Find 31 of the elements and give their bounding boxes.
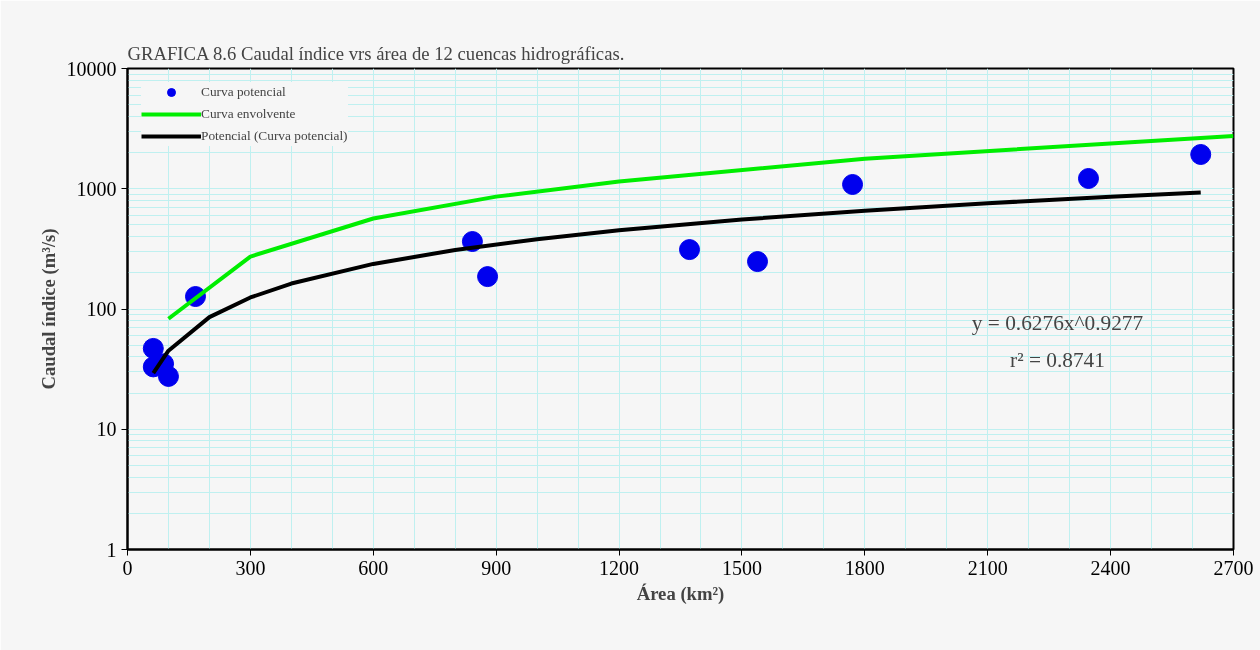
point [747, 251, 769, 273]
legend-label: Potencial (Curva potencial) [201, 128, 348, 144]
point [477, 266, 499, 288]
x-tick-label: 900 [481, 556, 512, 579]
x-axis-title: Área (km²) [636, 582, 725, 605]
x-tick-label: 2100 [967, 556, 1008, 579]
chart-title: GRAFICA 8.6 Caudal índice vrs área de 12 cuencas hidrográficas. [127, 42, 625, 64]
point [1190, 144, 1212, 165]
y-tick-label: 10000 [66, 57, 117, 80]
point [842, 174, 864, 195]
x-tick-label: 1800 [844, 556, 885, 579]
point [1077, 168, 1099, 189]
annotation: y = 0.6276x^0.9277 [971, 310, 1144, 335]
legend-label: Curva potencial [201, 84, 286, 100]
x-tick-label: 2700 [1213, 556, 1254, 579]
y-tick-label: 1 [106, 538, 117, 561]
y-tick-label: 10 [96, 418, 117, 441]
point [157, 365, 179, 387]
point [142, 337, 164, 359]
x-tick-label: 0 [122, 556, 133, 579]
annotation: r² = 0.8741 [1010, 347, 1105, 372]
y-tick-label: 1000 [76, 177, 117, 200]
y-axis-title: Caudal índice (m³/s) [37, 228, 60, 390]
x-tick-label: 1500 [721, 556, 762, 579]
point [679, 239, 701, 261]
x-tick-label: 600 [358, 556, 389, 579]
x-tick-label: 300 [235, 556, 266, 579]
y-tick-label: 100 [86, 298, 117, 320]
x-tick-label: 1200 [599, 556, 640, 579]
legend-label: Curva envolvente [201, 106, 296, 122]
x-tick-label: 2400 [1090, 556, 1131, 579]
